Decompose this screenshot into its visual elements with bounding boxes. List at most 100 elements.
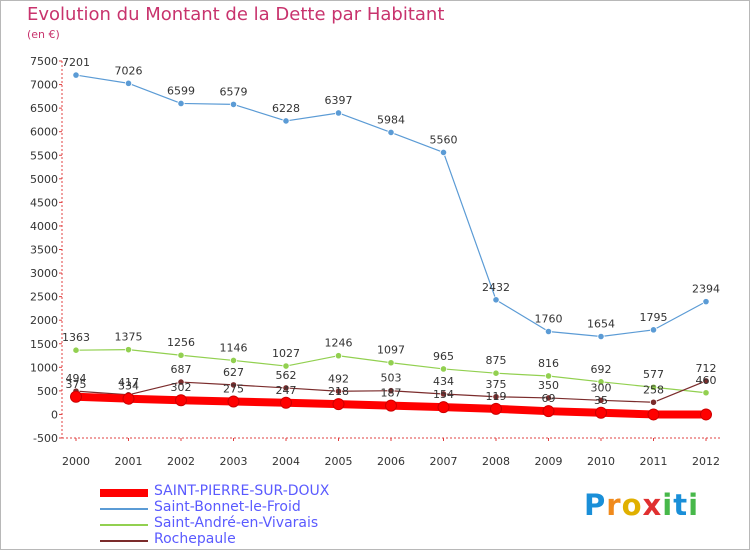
legend-label: SAINT-PIERRE-SUR-DOUX xyxy=(154,483,330,499)
x-tick-label: 2001 xyxy=(115,455,143,468)
data-point xyxy=(282,362,290,370)
x-tick-label: 2010 xyxy=(587,455,615,468)
x-tick-label: 2006 xyxy=(377,455,405,468)
data-label: 2394 xyxy=(692,283,720,296)
y-tick-label: 3000 xyxy=(30,267,58,280)
series-layer xyxy=(70,71,712,421)
data-label: 687 xyxy=(171,363,192,376)
data-point xyxy=(544,394,553,402)
data-point xyxy=(387,128,395,137)
data-label: 258 xyxy=(643,383,664,396)
y-tick-label: 7500 xyxy=(30,55,58,68)
data-label: 375 xyxy=(486,378,507,391)
x-tick-label: 2002 xyxy=(167,455,195,468)
data-label: 334 xyxy=(118,380,139,393)
data-label: 1146 xyxy=(220,341,248,354)
data-label: 627 xyxy=(223,366,244,379)
data-point xyxy=(700,408,712,421)
data-label: 503 xyxy=(381,372,402,385)
y-tick-label: 5500 xyxy=(30,149,58,162)
data-point xyxy=(439,148,448,157)
data-label: 275 xyxy=(223,382,244,395)
legend-label: Saint-Bonnet-le-Froid xyxy=(154,499,301,515)
data-label: 6228 xyxy=(272,102,300,115)
data-label: 1027 xyxy=(272,347,300,360)
y-tick-label: -500 xyxy=(33,432,58,445)
data-label: 712 xyxy=(696,362,717,375)
data-label: 6599 xyxy=(167,84,195,97)
data-labels-layer: 375 334 302 275 247 218 187 154 119 69 35 7201 7026 6… xyxy=(62,56,720,407)
data-label: 35 xyxy=(594,394,608,407)
data-label: 5984 xyxy=(377,113,405,126)
x-tick-label: 2012 xyxy=(692,455,720,468)
legend-label: Saint-André-en-Vivarais xyxy=(154,515,319,531)
data-point xyxy=(177,378,185,386)
data-point xyxy=(282,117,290,125)
data-label: 1246 xyxy=(325,337,353,350)
data-point xyxy=(439,390,448,398)
axes: -500 0 500 1000 1500 2000 2500 3000 3500 4000 4500… xyxy=(30,55,720,468)
data-point xyxy=(177,351,185,359)
data-point xyxy=(649,326,658,334)
data-point xyxy=(702,298,710,306)
data-point xyxy=(72,71,80,79)
x-tick-label: 2003 xyxy=(220,455,248,468)
data-label: 965 xyxy=(433,350,454,363)
data-label: 1363 xyxy=(62,331,90,344)
data-point xyxy=(597,332,605,341)
data-point xyxy=(334,387,343,395)
y-tick-label: 5000 xyxy=(30,173,58,186)
data-point xyxy=(334,109,343,117)
data-point xyxy=(439,365,448,373)
chart-title: Evolution du Montant de la Dette par Hab… xyxy=(27,4,445,25)
data-label: 577 xyxy=(643,368,664,381)
data-label: 5560 xyxy=(430,133,458,146)
data-point xyxy=(492,393,500,401)
data-label: 460 xyxy=(696,374,717,387)
data-point xyxy=(229,356,238,365)
data-point xyxy=(544,372,553,380)
y-tick-label: 3500 xyxy=(30,244,58,257)
data-point xyxy=(177,99,185,108)
y-tick-label: 4000 xyxy=(30,220,58,233)
data-label: 562 xyxy=(276,369,297,382)
y-tick-label: 6500 xyxy=(30,102,58,115)
data-label: 417 xyxy=(118,376,139,389)
data-point xyxy=(334,352,343,360)
data-label: 6397 xyxy=(325,94,353,107)
x-tick-label: 2008 xyxy=(482,455,510,468)
data-point xyxy=(649,398,658,406)
data-label: 247 xyxy=(276,384,297,397)
x-tick-label: 2007 xyxy=(430,455,458,468)
data-label: 69 xyxy=(542,392,556,405)
data-label: 1375 xyxy=(115,331,143,344)
chart-subtitle: (en €) xyxy=(27,28,60,41)
y-tick-label: 2500 xyxy=(30,291,58,304)
y-tick-label: 500 xyxy=(37,385,58,398)
data-point xyxy=(492,296,500,304)
data-point xyxy=(282,384,290,392)
data-point xyxy=(542,405,555,418)
y-tick-label: 4500 xyxy=(30,196,58,209)
data-label: 7026 xyxy=(115,64,143,77)
data-point xyxy=(122,392,135,405)
legend-swatch xyxy=(100,524,148,526)
data-label: 492 xyxy=(328,372,349,385)
data-label: 302 xyxy=(171,381,192,394)
data-label: 1760 xyxy=(535,312,563,325)
data-point xyxy=(702,389,710,397)
data-point xyxy=(595,406,607,419)
data-point xyxy=(597,396,605,404)
data-label: 119 xyxy=(486,390,507,403)
y-tick-label: 2000 xyxy=(30,314,58,327)
data-point xyxy=(702,377,710,385)
data-label: 7201 xyxy=(62,56,90,69)
legend-swatch xyxy=(100,540,148,542)
data-label: 375 xyxy=(66,378,87,391)
data-label: 816 xyxy=(538,357,559,370)
legend-swatch xyxy=(100,508,148,510)
data-point xyxy=(597,378,605,386)
data-label: 1795 xyxy=(640,311,668,324)
